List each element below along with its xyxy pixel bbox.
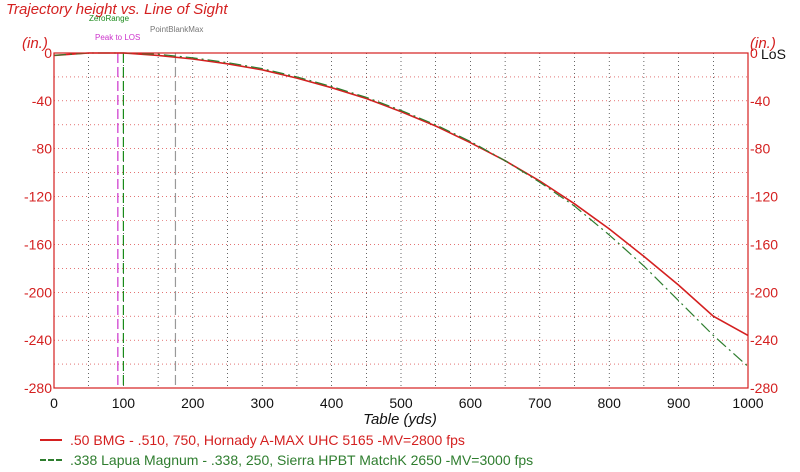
legend: .50 BMG - .510, 750, Hornady A-MAX UHC 5… [40,430,533,470]
grid [53,52,749,389]
x-tick-label: 200 [181,395,205,411]
legend-item: .50 BMG - .510, 750, Hornady A-MAX UHC 5… [40,430,533,450]
y-tick-label-right: -280 [750,380,778,396]
x-tick-label: 400 [320,395,344,411]
plot-frame [53,52,749,389]
series-line-50bmg [53,52,749,337]
x-axis-label: Table (yds) [363,411,437,428]
x-tick-label: 300 [251,395,275,411]
x-tick-label: 600 [459,395,483,411]
chart-title: Trajectory height vs. Line of Sight [6,1,228,18]
y-tick-label-right: -120 [750,189,778,205]
y-tick-label-left: -280 [24,380,52,396]
range-markers: ZeroRange Peak to LOS PointBlankMax [89,14,203,388]
x-tick-label: 500 [389,395,413,411]
legend-swatch [40,439,62,441]
tick-labels: 0 100 200 300 400 500 600 700 800 900 1000 0 -40 -80 -… [24,45,778,411]
x-tick-label: 100 [112,395,136,411]
legend-label: .338 Lapua Magnum - .338, 250, Sierra HP… [70,452,534,468]
x-tick-label: 700 [528,395,552,411]
y-tick-label-right: -80 [750,141,770,157]
series-line-338-lapua [53,52,749,367]
range-marker-label: ZeroRange [89,14,130,23]
los-label: LoS [761,46,786,62]
y-axis-label-right: (in.) [750,35,776,52]
series-lines [53,52,749,367]
x-tick-label: 0 [50,395,58,411]
x-tick-label: 1000 [732,395,763,411]
y-tick-label-right: 0 [750,45,758,61]
y-tick-label-right: -200 [750,284,778,300]
y-tick-label-left: -120 [24,189,52,205]
y-tick-label-left: -240 [24,332,52,348]
range-marker-label: PointBlankMax [150,25,203,34]
y-tick-label-left: -160 [24,236,52,252]
y-tick-label-left: -80 [32,141,52,157]
x-tick-label: 900 [667,395,691,411]
range-marker-label: Peak to LOS [95,33,140,42]
y-tick-label-right: -240 [750,332,778,348]
legend-item: .338 Lapua Magnum - .338, 250, Sierra HP… [40,450,533,470]
y-tick-label-left: 0 [44,45,52,61]
y-tick-label-right: -160 [750,236,778,252]
y-tick-label-left: -40 [32,93,52,109]
y-tick-label-left: -200 [24,284,52,300]
y-tick-label-right: -40 [750,93,770,109]
legend-swatch [40,459,62,461]
x-tick-label: 800 [598,395,622,411]
legend-label: .50 BMG - .510, 750, Hornady A-MAX UHC 5… [70,432,465,448]
y-axis-label-left: (in.) [22,35,48,52]
